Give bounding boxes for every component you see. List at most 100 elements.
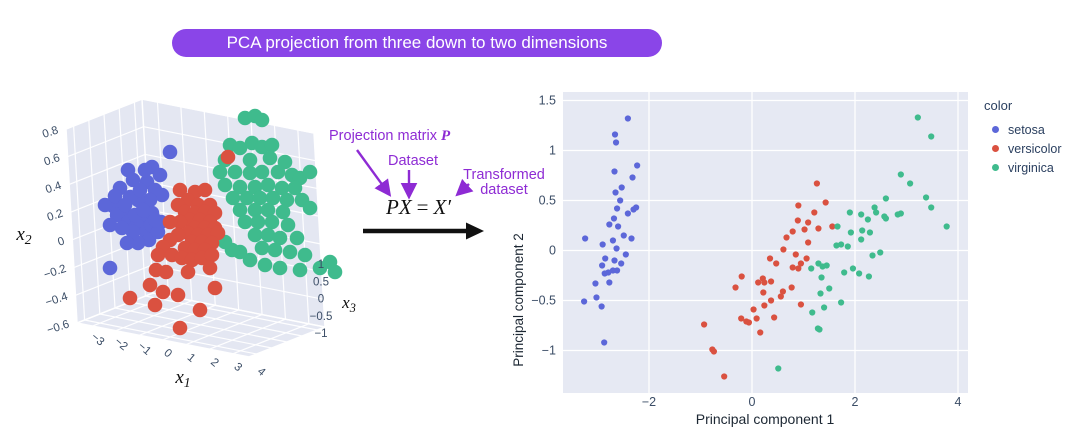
point-setosa [135,202,151,218]
point-virginica [262,150,278,166]
point-setosa [613,245,620,252]
point-setosa [130,235,146,251]
point-virginica [232,140,248,156]
point-setosa [114,220,130,236]
point-virginica [775,365,782,372]
point-virginica [943,223,950,230]
point-virginica [856,270,863,277]
point-setosa [615,223,622,230]
point-setosa [125,224,141,240]
pca-scatter-plot[interactable]: −2 0 2 4 1.5 1 0.5 0 −0.5 −1 Principal component 1… [505,72,985,432]
legend-item-versicolor[interactable]: versicolor [984,139,1062,158]
annotation-dataset: Dataset [388,153,438,169]
x3-tick-label: −1 [314,328,327,340]
legend-item-label: virginica [1008,160,1054,175]
y-tick-label: 0.5 [539,194,556,208]
x2-tick-label: 0.6 [43,152,62,168]
x3-tick-label: 0.5 [313,276,329,288]
transformed-arrow-icon [455,178,474,197]
point-versicolor [777,293,784,300]
point-virginica [254,164,270,180]
point-virginica [858,211,865,218]
point-virginica [292,262,308,278]
point-versicolor [197,182,213,198]
point-virginica [865,273,873,280]
point-virginica [826,285,833,292]
point-virginica [239,190,255,206]
point-virginica [809,309,816,316]
projection-arrow-icon [356,149,392,197]
point-virginica [264,214,280,230]
annotation-arrows [356,149,484,240]
point-virginica [914,114,921,121]
point-versicolor [745,319,753,326]
point-versicolor [795,265,802,272]
point-virginica [833,242,840,249]
point-virginica [237,214,253,230]
point-setosa [107,188,123,204]
point-versicolor [204,247,220,263]
point-virginica [212,164,228,180]
point-versicolor [753,315,760,322]
point-virginica [844,243,851,250]
point-virginica [871,204,878,211]
point-versicolor [789,264,796,271]
annotation-transformed-line2: dataset [480,182,528,198]
title-banner: PCA projection from three down to two di… [172,29,662,57]
point-setosa [617,197,624,204]
point-versicolor [755,279,762,286]
point-setosa [581,298,588,305]
point-virginica [847,229,854,236]
point-virginica [897,171,904,178]
point-setosa [624,210,631,217]
point-versicolor [147,297,163,313]
point-virginica [265,190,281,206]
point-setosa [613,267,621,274]
x3-tick-label: −0.5 [310,311,333,323]
point-virginica [275,204,291,220]
point-setosa [97,197,113,213]
point-setosa [598,303,605,310]
point-virginica [837,299,845,306]
point-virginica [247,179,263,195]
plot-area[interactable] [563,92,968,393]
point-virginica [922,194,930,201]
point-versicolor [738,315,745,322]
pca-equation: PX = X′ [386,195,451,220]
grid-2d [563,92,968,393]
x1-tick-label: 2 [208,356,221,369]
legend-item-virginica[interactable]: virginica [984,158,1062,177]
legend-items: setosa versicolor virginica [984,120,1062,177]
point-virginica [250,214,266,230]
point-setosa [592,280,599,287]
point-virginica [270,164,286,180]
point-versicolor [797,301,805,308]
x2-axis-title: x2 [15,224,31,247]
point-setosa [132,182,148,198]
scatter3d-plot[interactable]: 0.80.60.40.20−0.2−0.4−0.6−3 −2 −1 0 1 2 3 410.5… [0,66,365,401]
point-versicolor [738,273,745,280]
point-versicolor [750,306,757,313]
point-virginica [302,164,318,180]
point-virginica [260,227,276,243]
point-setosa [599,262,606,269]
point-virginica [217,177,233,193]
point-setosa [624,115,631,122]
point-virginica [877,249,884,256]
point-virginica [859,227,866,234]
x2-tick-label: −0.6 [46,318,71,336]
x-tick-label: 4 [955,395,962,409]
legend-item-setosa[interactable]: setosa [984,120,1062,139]
point-versicolor [815,225,822,232]
point-virginica [272,230,288,246]
point-setosa [152,167,168,183]
x-axis-title: Principal component 1 [696,411,835,427]
x2-tick-label: 0.8 [41,124,60,140]
point-virginica [837,241,845,248]
point-setosa [102,260,118,276]
point-setosa [611,168,618,175]
point-versicolor [766,255,774,262]
annotation-projection-var: P [441,128,451,144]
point-virginica [907,180,914,187]
point-virginica [846,209,853,216]
